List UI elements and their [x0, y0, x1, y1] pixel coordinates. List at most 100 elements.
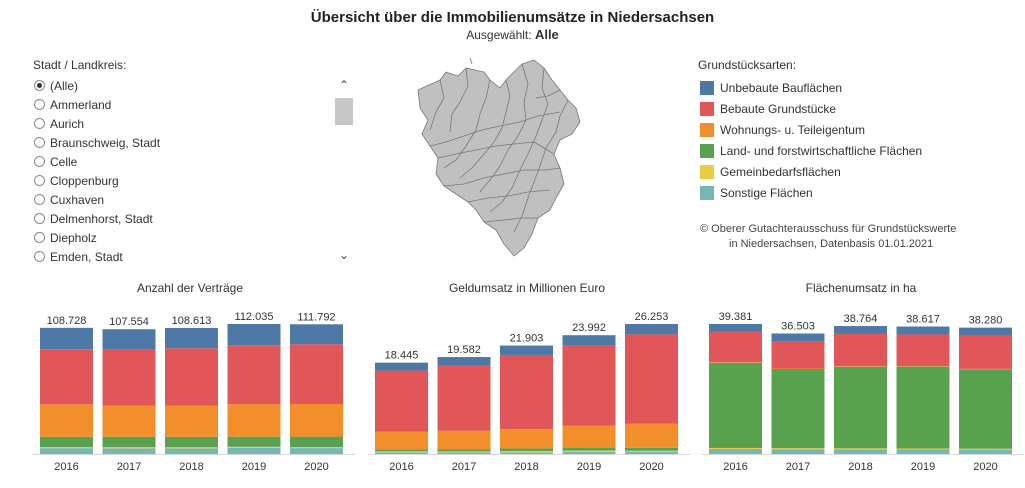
bar-segment[interactable] — [375, 451, 428, 453]
niedersachsen-map[interactable] — [410, 50, 590, 270]
bar-segment[interactable] — [40, 448, 93, 454]
legend-item[interactable]: Sonstige Flächen — [700, 182, 922, 203]
bar-segment[interactable] — [165, 327, 218, 349]
radio-button[interactable] — [34, 232, 45, 243]
bar-segment[interactable] — [165, 405, 218, 437]
legend-item[interactable]: Land- und forstwirtschaftliche Flächen — [700, 140, 922, 161]
bar-segment[interactable] — [500, 452, 553, 454]
radio-button[interactable] — [34, 118, 45, 129]
filter-option[interactable]: Diepholz — [34, 228, 334, 247]
bar-segment[interactable] — [625, 452, 678, 454]
bar-segment[interactable] — [40, 447, 93, 449]
bar-segment[interactable] — [165, 348, 218, 406]
bar-segment[interactable] — [227, 345, 281, 405]
bar-segment[interactable] — [375, 431, 428, 450]
radio-button[interactable] — [34, 156, 45, 167]
legend-item[interactable]: Bebaute Grundstücke — [700, 98, 922, 119]
bar-segment[interactable] — [165, 448, 218, 454]
bar-segment[interactable] — [375, 449, 428, 452]
bar-segment[interactable] — [562, 345, 616, 426]
bar-segment[interactable] — [709, 448, 762, 454]
radio-button[interactable] — [34, 194, 45, 205]
bar-segment[interactable] — [227, 447, 281, 454]
filter-option[interactable]: Emden, Stadt — [34, 247, 334, 266]
bar-segment[interactable] — [290, 344, 343, 404]
bar-segment[interactable] — [771, 449, 825, 454]
bar-segment[interactable] — [437, 452, 491, 454]
chevron-down-icon[interactable]: ⌄ — [338, 248, 350, 262]
bar-segment[interactable] — [437, 430, 491, 450]
scrollbar-thumb[interactable] — [335, 98, 353, 125]
bar-segment[interactable] — [959, 369, 1012, 449]
bar-segment[interactable] — [290, 448, 343, 454]
bar-segment[interactable] — [290, 447, 343, 449]
bar-segment[interactable] — [500, 448, 553, 452]
bar-segment[interactable] — [500, 345, 553, 355]
bar-segment[interactable] — [375, 370, 428, 432]
bar-segment[interactable] — [896, 326, 950, 335]
bar-segment[interactable] — [625, 334, 678, 424]
bar-segment[interactable] — [562, 425, 616, 448]
bar-segment[interactable] — [102, 349, 156, 406]
filter-option[interactable]: Delmenhorst, Stadt — [34, 209, 334, 228]
bar-segment[interactable] — [896, 448, 950, 450]
filter-option[interactable]: Ammerland — [34, 95, 334, 114]
bar-segment[interactable] — [771, 341, 825, 369]
filter-option[interactable]: Aurich — [34, 114, 334, 133]
bar-segment[interactable] — [625, 450, 678, 453]
bar-segment[interactable] — [40, 349, 93, 405]
bar-segment[interactable] — [227, 324, 281, 346]
bar-segment[interactable] — [102, 436, 156, 448]
bar-segment[interactable] — [625, 423, 678, 448]
bar-segment[interactable] — [959, 327, 1012, 336]
bar-segment[interactable] — [437, 451, 491, 453]
filter-option[interactable]: (Alle) — [34, 76, 334, 95]
bar-segment[interactable] — [500, 354, 553, 430]
bar-segment[interactable] — [562, 447, 616, 451]
bar-segment[interactable] — [437, 357, 491, 366]
legend-item[interactable]: Wohnungs- u. Teileigentum — [700, 119, 922, 140]
radio-button[interactable] — [34, 175, 45, 186]
bar-segment[interactable] — [562, 335, 616, 346]
bar-segment[interactable] — [562, 450, 616, 452]
bar-segment[interactable] — [959, 448, 1012, 450]
bar-segment[interactable] — [834, 326, 887, 334]
bar-segment[interactable] — [290, 403, 343, 437]
legend-item[interactable]: Unbebaute Bauflächen — [700, 77, 922, 98]
radio-button[interactable] — [34, 213, 45, 224]
radio-button[interactable] — [34, 251, 45, 262]
legend-item[interactable]: Gemeinbedarfsflächen — [700, 161, 922, 182]
bar-segment[interactable] — [40, 327, 93, 350]
bar-segment[interactable] — [290, 324, 343, 345]
bar-segment[interactable] — [625, 447, 678, 451]
filter-scrollbar[interactable]: ⌃ ⌄ — [334, 74, 354, 266]
bar-segment[interactable] — [165, 436, 218, 448]
bar-segment[interactable] — [771, 368, 825, 449]
bar-segment[interactable] — [227, 404, 281, 437]
bar-segment[interactable] — [227, 436, 281, 447]
radio-button[interactable] — [34, 99, 45, 110]
bar-segment[interactable] — [834, 449, 887, 454]
filter-option[interactable]: Braunschweig, Stadt — [34, 133, 334, 152]
bar-segment[interactable] — [771, 333, 825, 342]
bar-segment[interactable] — [40, 436, 93, 448]
bar-segment[interactable] — [709, 331, 762, 363]
bar-segment[interactable] — [709, 362, 762, 448]
radio-button[interactable] — [34, 137, 45, 148]
bar-segment[interactable] — [375, 362, 428, 371]
bar-segment[interactable] — [102, 447, 156, 449]
bar-segment[interactable] — [562, 451, 616, 454]
bar-segment[interactable] — [500, 429, 553, 449]
bar-segment[interactable] — [102, 329, 156, 350]
bar-segment[interactable] — [500, 451, 553, 453]
bar-segment[interactable] — [834, 448, 887, 450]
bar-segment[interactable] — [834, 366, 887, 449]
bar-segment[interactable] — [959, 449, 1012, 454]
bar-segment[interactable] — [102, 448, 156, 454]
bar-segment[interactable] — [437, 365, 491, 431]
bar-segment[interactable] — [375, 452, 428, 454]
bar-segment[interactable] — [102, 405, 156, 437]
bar-segment[interactable] — [896, 449, 950, 454]
bar-segment[interactable] — [227, 446, 281, 448]
bar-segment[interactable] — [709, 324, 762, 332]
